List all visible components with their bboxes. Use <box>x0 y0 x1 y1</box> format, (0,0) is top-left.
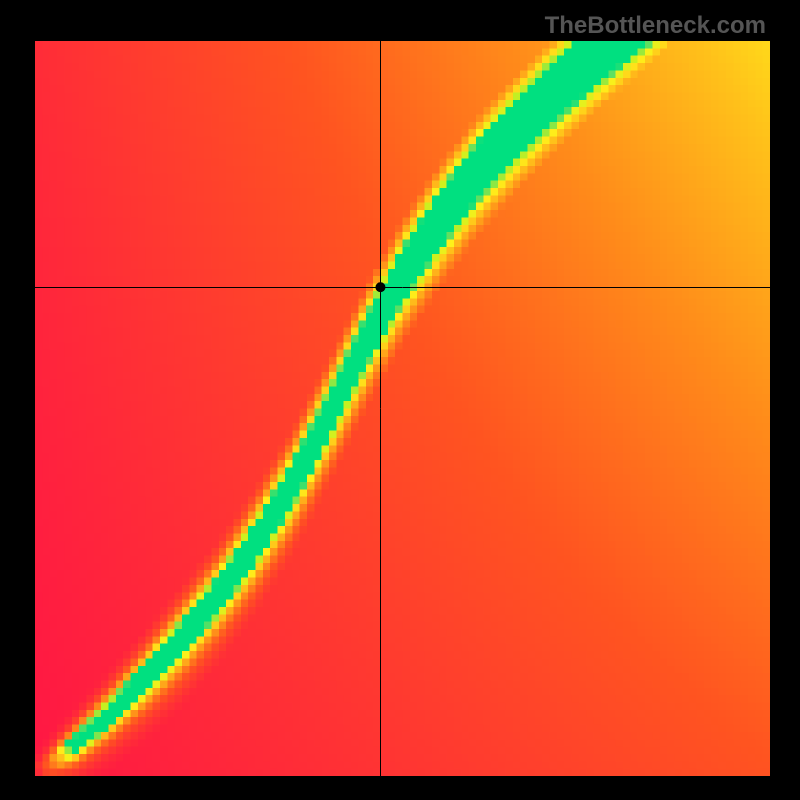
watermark-text: TheBottleneck.com <box>545 12 766 40</box>
crosshair-overlay <box>35 41 770 776</box>
